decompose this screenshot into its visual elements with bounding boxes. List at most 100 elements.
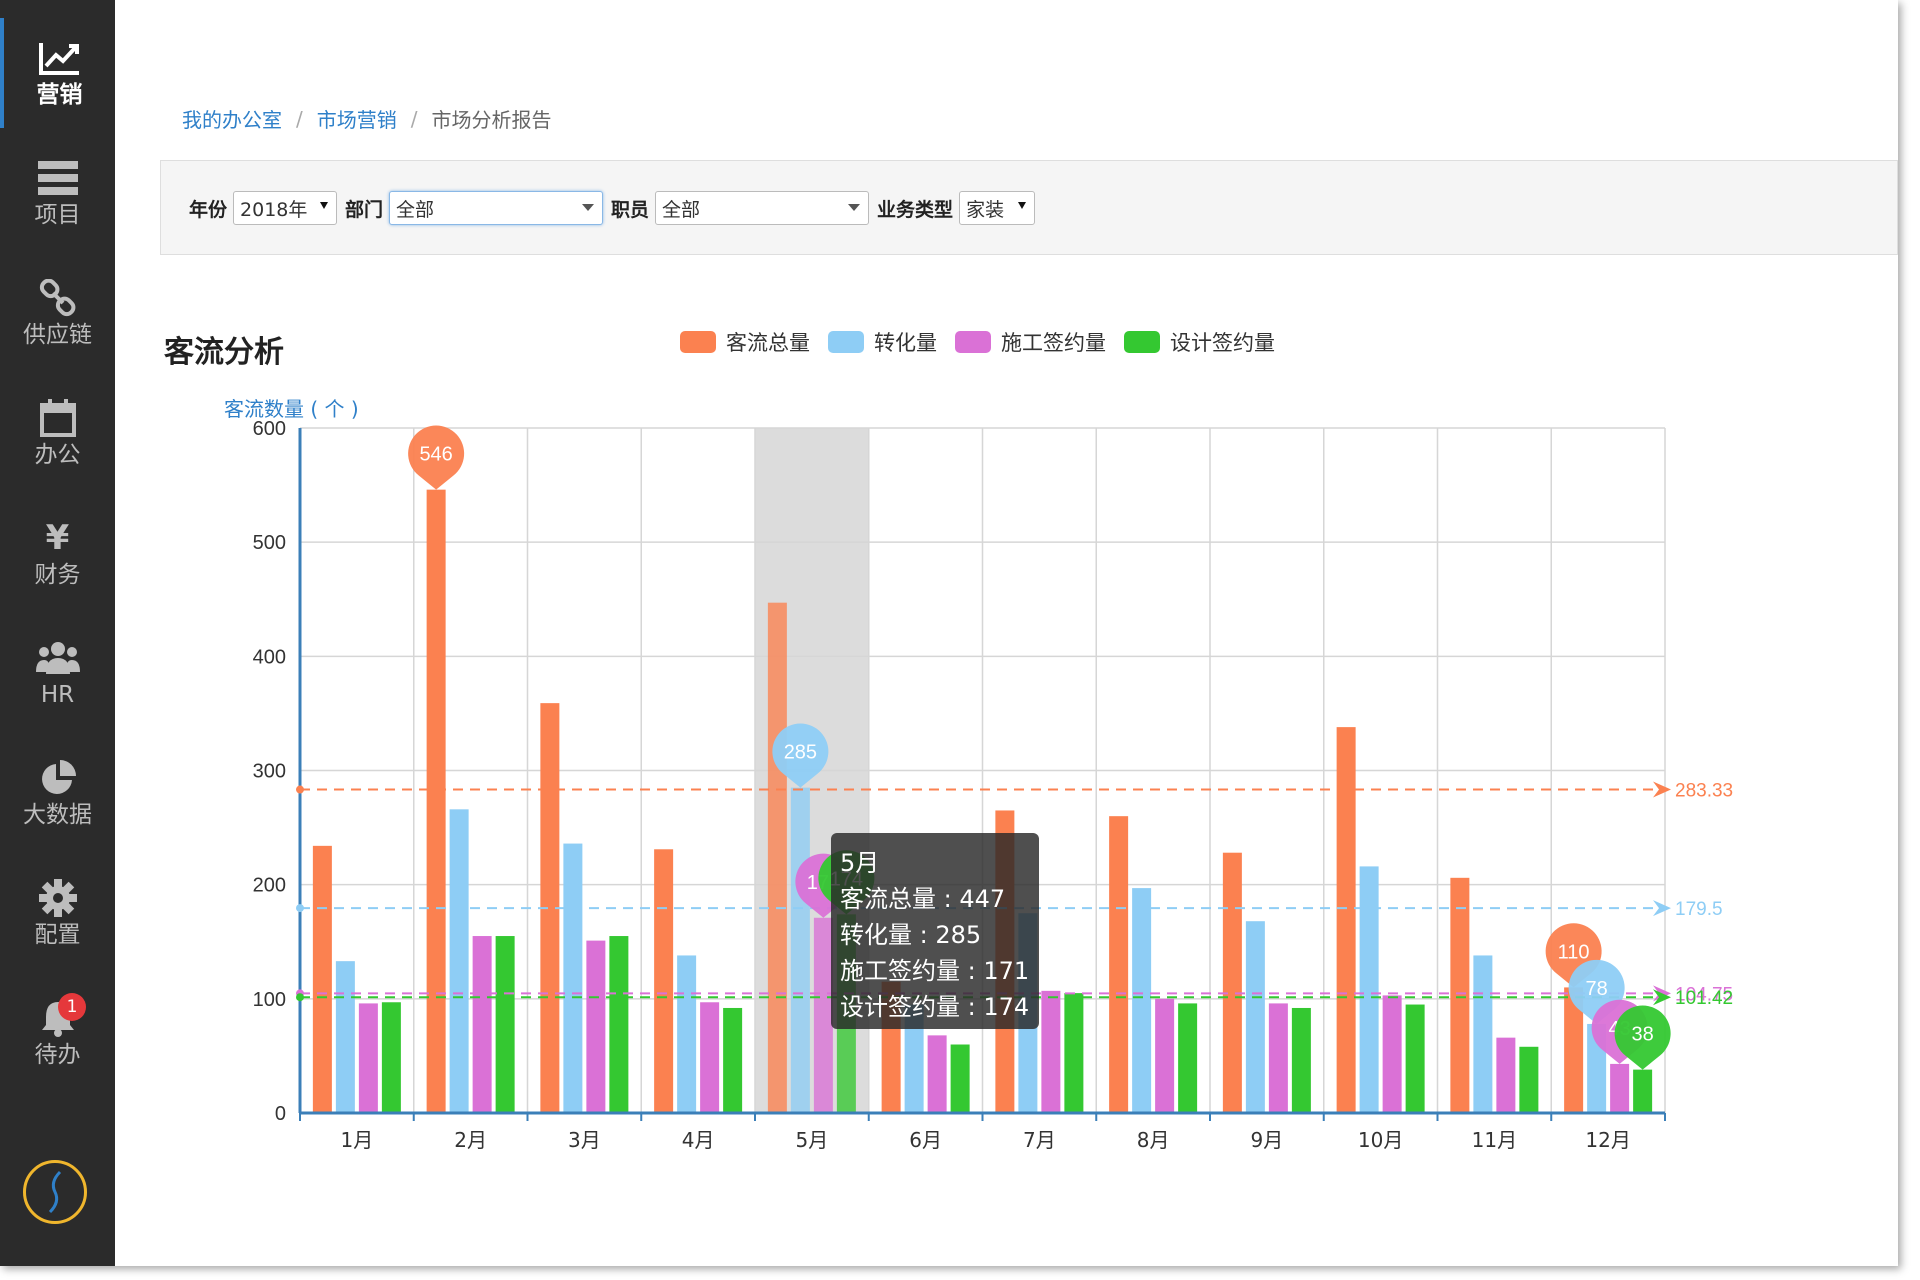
yen-icon: ¥ — [45, 518, 70, 558]
bar — [1178, 1003, 1198, 1113]
mark-point-pin — [1614, 1005, 1671, 1070]
average-line-label: 101.42 — [1675, 988, 1733, 1009]
department-select[interactable]: 全部 — [389, 191, 604, 225]
sidebar-item-finance[interactable]: ¥ 财务 — [0, 498, 115, 608]
sidebar-item-label: 供应链 — [23, 322, 92, 348]
bar — [723, 1007, 743, 1113]
bar — [426, 489, 446, 1113]
app-window: 营销 项目 供应链 办公 ¥ 财务 HR — [0, 0, 1898, 1266]
chart-tooltip: 5月 客流总量 : 447 转化量 : 285 施工签约量 : 171 设计签约… — [831, 833, 1039, 1029]
legend-item-design[interactable]: 设计签约量 — [1124, 327, 1275, 357]
sidebar-item-projects[interactable]: 项目 — [0, 138, 115, 248]
bar — [1041, 990, 1061, 1113]
sidebar-item-todo[interactable]: 1 待办 — [0, 978, 115, 1088]
bar — [927, 1035, 947, 1113]
bar — [1132, 888, 1152, 1113]
mark-point-label: 110 — [1558, 941, 1590, 963]
bar — [609, 936, 629, 1113]
link-chain-icon — [36, 278, 80, 318]
bar — [1291, 1007, 1311, 1113]
sidebar-item-label: 办公 — [34, 442, 81, 468]
bar — [1382, 995, 1402, 1113]
mark-point-label: 78 — [1586, 978, 1608, 1000]
x-tick-label: 10月 — [1358, 1128, 1403, 1152]
bar — [904, 1004, 924, 1113]
average-line-arrow — [1653, 900, 1671, 917]
mark-point-label: 38 — [1632, 1024, 1654, 1046]
bar — [472, 936, 492, 1113]
bar — [335, 961, 355, 1113]
sidebar-item-hr[interactable]: HR — [0, 618, 115, 728]
bar — [1610, 1063, 1630, 1113]
chevron-down-icon — [320, 202, 329, 209]
pie-chart-icon — [36, 758, 80, 798]
bar — [1564, 987, 1584, 1113]
bar — [1473, 955, 1493, 1113]
bar — [1109, 816, 1129, 1113]
filter-panel: 年份 2018年 部门 全部 职员 全部 业务类型 家装 — [160, 160, 1898, 255]
breadcrumb-current: 市场分析报告 — [431, 108, 552, 132]
breadcrumb-link-my-office[interactable]: 我的办公室 — [182, 108, 282, 132]
y-tick-label: 0 — [275, 1103, 286, 1125]
layers-icon — [36, 158, 80, 198]
sidebar-item-big-data[interactable]: 大数据 — [0, 738, 115, 848]
year-select-value: 2018年 — [240, 198, 308, 221]
staff-select[interactable]: 全部 — [655, 191, 870, 225]
year-select[interactable]: 2018年 — [233, 191, 338, 225]
breadcrumb-link-marketing[interactable]: 市场营销 — [316, 108, 397, 132]
average-line-start — [296, 993, 304, 1002]
mark-point-pin — [408, 425, 465, 490]
y-tick-label: 200 — [253, 875, 286, 897]
tooltip-row: 转化量 : 285 — [840, 921, 982, 949]
bar — [950, 1044, 970, 1113]
gear-icon — [36, 878, 80, 918]
bar — [449, 809, 469, 1113]
filter-row: 年份 2018年 部门 全部 职员 全部 业务类型 家装 — [189, 191, 1043, 225]
x-tick-label: 7月 — [1023, 1128, 1056, 1152]
bar — [1633, 1069, 1653, 1113]
bar — [767, 602, 787, 1113]
notification-badge: 1 — [58, 993, 86, 1021]
bar — [563, 843, 583, 1113]
legend-swatch — [680, 331, 716, 353]
bar — [1519, 1046, 1539, 1113]
staff-select-value: 全部 — [662, 198, 701, 221]
sidebar-item-office[interactable]: 办公 — [0, 378, 115, 488]
x-tick-label: 11月 — [1472, 1128, 1517, 1152]
legend-item-construction[interactable]: 施工签约量 — [955, 327, 1106, 357]
y-tick-label: 300 — [253, 761, 286, 783]
sidebar-item-label: 营销 — [36, 82, 83, 108]
x-tick-label: 12月 — [1585, 1128, 1630, 1152]
bar — [654, 849, 674, 1113]
legend-swatch — [1124, 331, 1160, 353]
y-tick-label: 500 — [253, 532, 286, 554]
legend-swatch — [828, 331, 864, 353]
sidebar-item-marketing[interactable]: 营销 — [0, 18, 115, 128]
breadcrumb: 我的办公室 / 市场营销 / 市场分析报告 — [182, 104, 552, 133]
bar — [586, 940, 606, 1113]
bar — [813, 917, 833, 1113]
y-tick-label: 600 — [253, 418, 286, 440]
staff-label: 职员 — [611, 198, 650, 221]
bar — [1405, 1004, 1425, 1113]
bar — [1245, 921, 1265, 1113]
average-line-label: 283.33 — [1675, 781, 1733, 802]
calendar-icon — [36, 398, 80, 438]
y-tick-label: 100 — [253, 989, 286, 1011]
logo-icon[interactable] — [23, 1160, 87, 1224]
breadcrumb-separator: / — [296, 106, 303, 131]
sidebar-item-label: 财务 — [34, 562, 81, 588]
x-tick-label: 3月 — [568, 1128, 601, 1152]
trend-chart-icon — [38, 38, 82, 78]
legend-item-conversion[interactable]: 转化量 — [828, 327, 937, 357]
sidebar-item-settings[interactable]: 配置 — [0, 858, 115, 968]
year-label: 年份 — [189, 198, 228, 221]
chevron-down-icon — [848, 204, 861, 211]
business-type-select-value: 家装 — [966, 198, 1005, 221]
business-type-select[interactable]: 家装 — [959, 191, 1036, 225]
bar — [1268, 1003, 1288, 1113]
sidebar-item-supply-chain[interactable]: 供应链 — [0, 258, 115, 368]
tooltip-row: 施工签约量 : 171 — [840, 957, 1030, 985]
legend-item-total[interactable]: 客流总量 — [680, 327, 810, 357]
x-tick-label: 6月 — [909, 1128, 942, 1152]
